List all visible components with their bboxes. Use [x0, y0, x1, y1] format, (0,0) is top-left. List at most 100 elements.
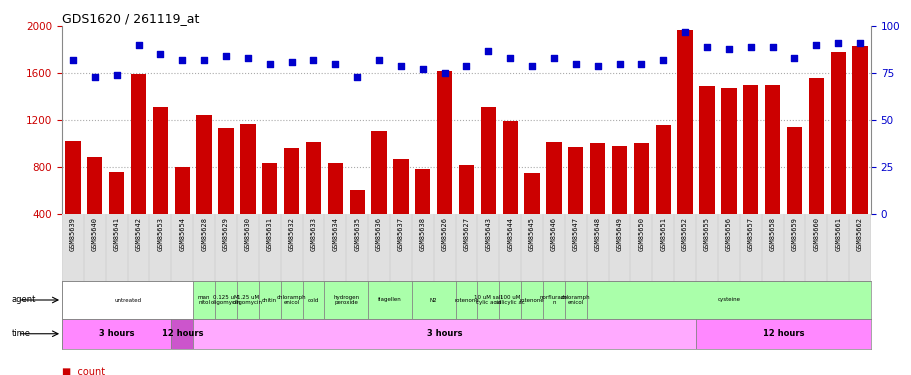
Bar: [721, 88, 736, 214]
Text: flagellen: flagellen: [378, 297, 402, 303]
FancyBboxPatch shape: [564, 281, 586, 319]
Text: GSM85629: GSM85629: [223, 217, 229, 251]
Bar: [261, 163, 277, 214]
Bar: [480, 107, 496, 214]
Bar: [546, 142, 561, 214]
Text: hydrogen
peroxide: hydrogen peroxide: [333, 295, 359, 305]
Point: [633, 61, 648, 67]
Text: cysteine: cysteine: [717, 297, 740, 303]
Bar: [196, 116, 211, 214]
Bar: [568, 147, 583, 214]
Point: [131, 42, 146, 48]
FancyBboxPatch shape: [62, 319, 171, 349]
Text: GSM85654: GSM85654: [179, 217, 185, 251]
Text: GSM85653: GSM85653: [158, 217, 163, 251]
Text: cold: cold: [307, 297, 319, 303]
Text: ■  count: ■ count: [62, 368, 105, 375]
Bar: [218, 128, 233, 214]
Bar: [742, 85, 758, 214]
FancyBboxPatch shape: [476, 281, 498, 319]
Text: GSM85626: GSM85626: [441, 217, 447, 251]
Bar: [131, 74, 146, 214]
Text: GSM85636: GSM85636: [375, 217, 382, 251]
Text: GSM85639: GSM85639: [70, 217, 76, 251]
Text: 3 hours: 3 hours: [426, 329, 462, 338]
Text: GSM85638: GSM85638: [419, 217, 425, 251]
Point: [502, 55, 517, 61]
FancyBboxPatch shape: [368, 281, 412, 319]
Text: N2: N2: [429, 297, 437, 303]
FancyBboxPatch shape: [412, 281, 456, 319]
Text: chloramph
enicol: chloramph enicol: [560, 295, 590, 305]
Bar: [764, 85, 780, 214]
FancyBboxPatch shape: [62, 281, 193, 319]
Bar: [393, 159, 408, 214]
Point: [87, 74, 102, 80]
Text: GSM85655: GSM85655: [703, 217, 709, 251]
Bar: [655, 124, 670, 214]
Point: [830, 40, 844, 46]
Text: GSM85643: GSM85643: [485, 217, 491, 251]
Text: GSM85658: GSM85658: [769, 217, 774, 251]
Text: GSM85644: GSM85644: [507, 217, 513, 251]
Point: [459, 63, 474, 69]
Point: [589, 63, 604, 69]
Text: GSM85662: GSM85662: [856, 217, 862, 251]
Text: GSM85642: GSM85642: [136, 217, 141, 251]
Point: [699, 44, 713, 50]
Bar: [327, 164, 343, 214]
Bar: [283, 148, 299, 214]
Text: GSM85641: GSM85641: [114, 217, 119, 251]
Bar: [699, 86, 714, 214]
Point: [524, 63, 538, 69]
Text: chitin: chitin: [261, 297, 277, 303]
FancyBboxPatch shape: [171, 319, 193, 349]
Text: rotenone: rotenone: [519, 297, 544, 303]
Text: GDS1620 / 261119_at: GDS1620 / 261119_at: [62, 12, 200, 25]
Bar: [786, 127, 801, 214]
Bar: [589, 144, 605, 214]
Bar: [415, 169, 430, 214]
FancyBboxPatch shape: [542, 281, 564, 319]
Point: [262, 61, 277, 67]
Bar: [349, 190, 364, 214]
Text: chloramph
enicol: chloramph enicol: [276, 295, 306, 305]
Bar: [109, 171, 124, 214]
Point: [568, 61, 582, 67]
FancyBboxPatch shape: [586, 281, 870, 319]
Text: GSM85630: GSM85630: [244, 217, 251, 251]
Point: [306, 57, 321, 63]
Text: GSM85637: GSM85637: [397, 217, 404, 251]
Text: GSM85635: GSM85635: [353, 217, 360, 251]
Text: 3 hours: 3 hours: [98, 329, 134, 338]
Point: [284, 59, 299, 65]
Point: [852, 40, 866, 46]
FancyBboxPatch shape: [324, 281, 368, 319]
Point: [808, 42, 823, 48]
Point: [328, 61, 343, 67]
FancyBboxPatch shape: [695, 319, 870, 349]
Text: GSM85633: GSM85633: [310, 217, 316, 251]
Point: [415, 66, 430, 72]
Text: 12 hours: 12 hours: [762, 329, 804, 338]
Point: [372, 57, 386, 63]
Text: GSM85645: GSM85645: [528, 217, 535, 251]
Text: GSM85627: GSM85627: [463, 217, 469, 251]
Point: [546, 55, 560, 61]
Point: [66, 57, 80, 63]
FancyBboxPatch shape: [302, 281, 324, 319]
Text: GSM85632: GSM85632: [288, 217, 294, 251]
Bar: [152, 107, 168, 214]
Text: GSM85634: GSM85634: [332, 217, 338, 251]
Bar: [458, 165, 474, 214]
FancyBboxPatch shape: [237, 281, 259, 319]
Text: agent: agent: [12, 296, 36, 304]
Bar: [611, 146, 627, 214]
Point: [611, 61, 626, 67]
Text: GSM85651: GSM85651: [660, 217, 666, 251]
Text: GSM85656: GSM85656: [725, 217, 731, 251]
Point: [109, 72, 124, 78]
Text: 100 uM
salicylic ac: 100 uM salicylic ac: [495, 295, 525, 305]
FancyBboxPatch shape: [62, 214, 870, 281]
Bar: [371, 130, 386, 214]
